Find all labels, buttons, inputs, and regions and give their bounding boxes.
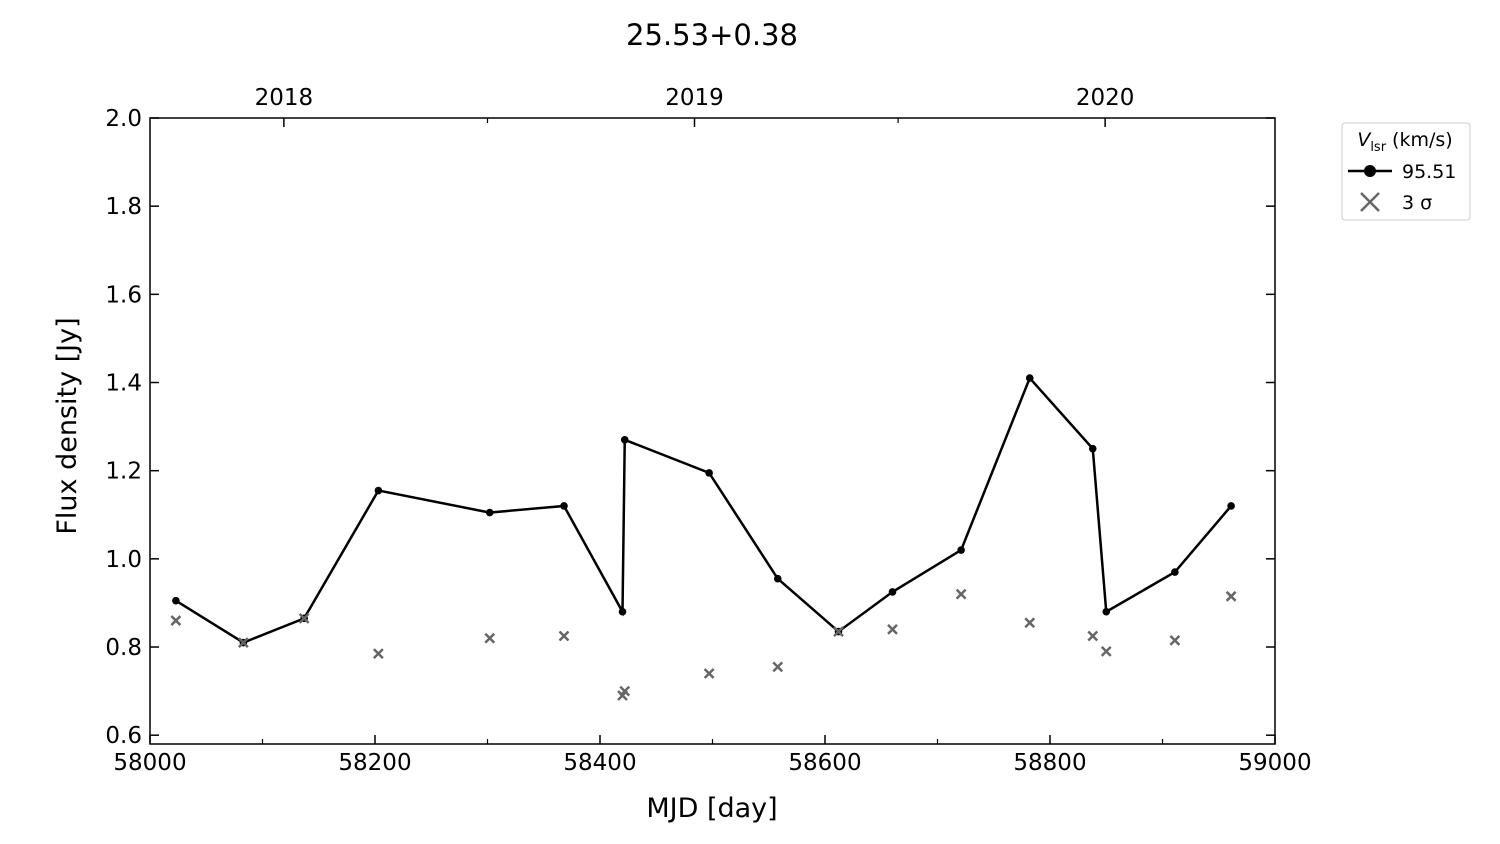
point [1171,568,1179,576]
y-tick-label: 1.2 [105,459,142,485]
legend-title: Vlsr (km/s) [1357,129,1452,155]
x2-tick-label: 2019 [665,85,724,111]
legend-title-symbol: V [1357,129,1372,151]
x-tick-label: 58600 [788,750,861,776]
legend-label: 95.51 [1402,161,1456,183]
point [1102,607,1111,616]
x-axis-label: MJD [day] [646,793,777,824]
x-marker [619,685,631,697]
point [618,607,627,616]
y-axis-label: Flux density [Jy] [52,317,83,534]
x-marker [1225,590,1237,602]
point [485,508,494,517]
y-tick-label: 1.0 [105,547,142,573]
x-tick-label: 58800 [1013,750,1086,776]
point [374,486,383,495]
x-tick-label: 59000 [1238,750,1311,776]
x-marker [298,612,310,624]
x-marker [484,632,496,644]
series-line [175,375,1233,645]
point [620,436,629,444]
y-tick-label: 2.0 [105,106,142,132]
x-tick-label: 58000 [113,750,186,776]
legend-title-unit: (km/s) [1392,129,1453,151]
x-marker [1169,635,1181,646]
y-tick-label: 1.4 [105,371,142,397]
x-marker [1024,617,1036,629]
legend-title-subscript: lsr [1370,140,1386,155]
point [560,502,568,510]
y-tick-label: 1.8 [105,194,142,220]
legend-label: 3 σ [1402,192,1432,214]
x-marker [372,648,384,660]
x-tick-label: 58400 [563,750,636,776]
x-marker [558,630,570,642]
legend-marker [1360,192,1380,212]
y-tick-label: 1.6 [105,282,142,308]
x-marker [237,637,249,648]
x-marker [170,615,182,626]
x-marker [772,661,784,673]
point [888,588,897,596]
point [1025,374,1034,382]
x-tick-label: 58200 [338,750,411,776]
x-marker [703,668,715,679]
point [773,574,782,583]
x-marker [1100,646,1112,657]
legend-box [1341,122,1471,221]
point [1088,444,1097,453]
x-marker [1087,630,1099,642]
y-tick-label: 0.8 [105,635,142,661]
point [172,596,180,605]
point [705,469,713,477]
chart-title: 25.53+0.38 [626,18,798,52]
legend-marker [1364,165,1376,177]
x2-tick-label: 2020 [1076,85,1135,111]
x-marker [833,626,844,637]
point [957,546,965,554]
y-tick-label: 0.6 [105,723,142,749]
point [1227,502,1235,510]
x2-tick-label: 2018 [255,85,314,111]
x-marker [955,588,967,600]
x-marker [887,623,898,635]
